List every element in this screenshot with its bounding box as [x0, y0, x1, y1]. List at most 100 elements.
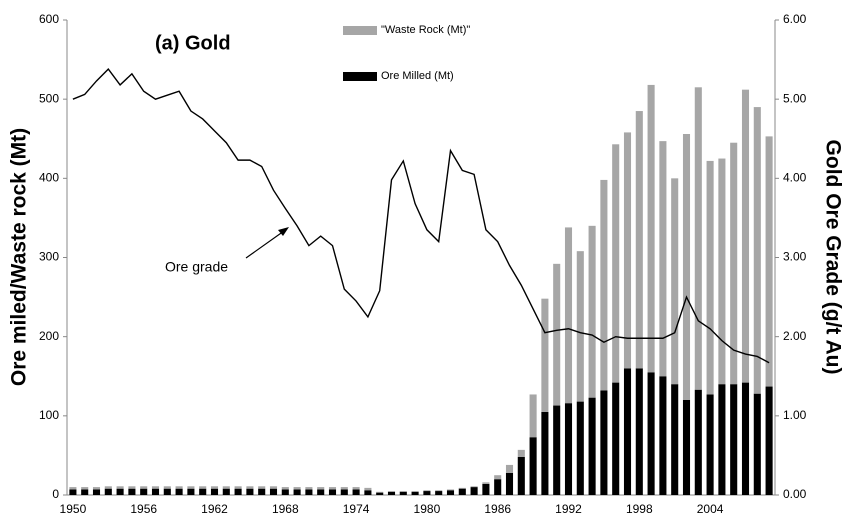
bar	[187, 486, 195, 489]
bar	[104, 486, 112, 489]
x-tick-label: 1986	[484, 502, 511, 516]
bar	[163, 486, 171, 489]
y2-tick-label: 0.00	[783, 487, 807, 501]
y-tick-label: 500	[39, 91, 59, 105]
y2-tick-label: 2.00	[783, 329, 807, 343]
bar	[635, 368, 643, 495]
bar	[199, 486, 207, 489]
bar	[411, 491, 419, 492]
x-tick-label: 2004	[697, 502, 724, 516]
bar	[376, 491, 384, 493]
bar	[140, 486, 148, 489]
bar	[470, 486, 478, 488]
bar	[753, 393, 761, 495]
bar	[151, 488, 160, 495]
y-tick-label: 400	[39, 171, 59, 185]
legend-label: Ore Milled (Mt)	[381, 70, 454, 82]
bar	[328, 489, 337, 495]
bar	[258, 486, 266, 489]
y2-tick-label: 3.00	[783, 250, 807, 264]
bar	[741, 89, 750, 383]
bar	[81, 489, 89, 495]
bar	[423, 491, 431, 495]
x-tick-label: 1980	[414, 502, 441, 516]
bar	[600, 390, 608, 495]
bar	[753, 107, 761, 394]
bar	[305, 487, 313, 490]
bar	[364, 490, 372, 495]
bar	[694, 87, 702, 390]
bar	[564, 403, 573, 495]
annotation-arrow	[245, 230, 285, 259]
bar	[718, 158, 726, 385]
bar	[411, 491, 419, 495]
y2-axis-title: Gold Ore Grade (g/t Au)	[821, 140, 844, 375]
bar	[116, 486, 124, 489]
bar	[151, 486, 160, 489]
bar	[682, 400, 691, 495]
x-tick-label: 1968	[272, 502, 299, 516]
y2-tick-label: 1.00	[783, 408, 807, 422]
bar	[317, 487, 325, 490]
bar	[541, 411, 549, 495]
annotation: Ore grade	[165, 259, 228, 275]
bar	[175, 486, 183, 489]
bar	[399, 491, 407, 495]
bar	[458, 487, 466, 489]
bar	[730, 142, 738, 385]
bar	[564, 227, 573, 404]
bar	[671, 384, 679, 495]
bar	[706, 160, 714, 395]
bar	[222, 486, 230, 489]
bar	[458, 488, 466, 495]
bar	[199, 488, 207, 495]
bar	[623, 368, 632, 495]
bar	[446, 490, 455, 495]
bar	[387, 491, 396, 495]
bar	[659, 141, 667, 377]
bar	[399, 491, 407, 492]
bar	[529, 394, 537, 438]
bar	[116, 488, 124, 495]
bar	[682, 134, 691, 400]
chart-title: (a) Gold	[155, 32, 231, 54]
line-series	[72, 68, 770, 364]
bar	[529, 437, 537, 495]
bar	[376, 492, 384, 495]
bar	[470, 487, 478, 495]
bar	[281, 489, 289, 495]
bar	[741, 382, 750, 495]
y-tick-label: 200	[39, 329, 59, 343]
bar	[541, 298, 549, 412]
bar	[576, 401, 584, 495]
bar	[293, 487, 301, 490]
arrow-head	[278, 227, 289, 236]
x-tick-label: 1998	[626, 502, 653, 516]
bar	[210, 486, 219, 489]
bar	[104, 488, 112, 495]
bar	[128, 486, 136, 489]
bar	[765, 136, 773, 387]
bar	[612, 144, 620, 383]
bar	[671, 178, 679, 385]
bar	[140, 488, 148, 495]
bar	[340, 487, 348, 490]
bar	[246, 488, 254, 495]
y-tick-label: 0	[52, 487, 59, 501]
bar	[328, 487, 337, 490]
bar	[340, 489, 348, 495]
bar	[423, 490, 431, 492]
bar	[81, 487, 89, 490]
legend-swatch	[343, 72, 377, 81]
bar	[352, 487, 360, 490]
bar	[92, 489, 101, 495]
bar	[234, 486, 242, 489]
bar	[517, 457, 525, 495]
y-tick-label: 300	[39, 250, 59, 264]
bar	[435, 490, 443, 492]
x-tick-label: 1950	[60, 502, 87, 516]
bar	[600, 179, 608, 391]
x-tick-label: 1962	[201, 502, 228, 516]
